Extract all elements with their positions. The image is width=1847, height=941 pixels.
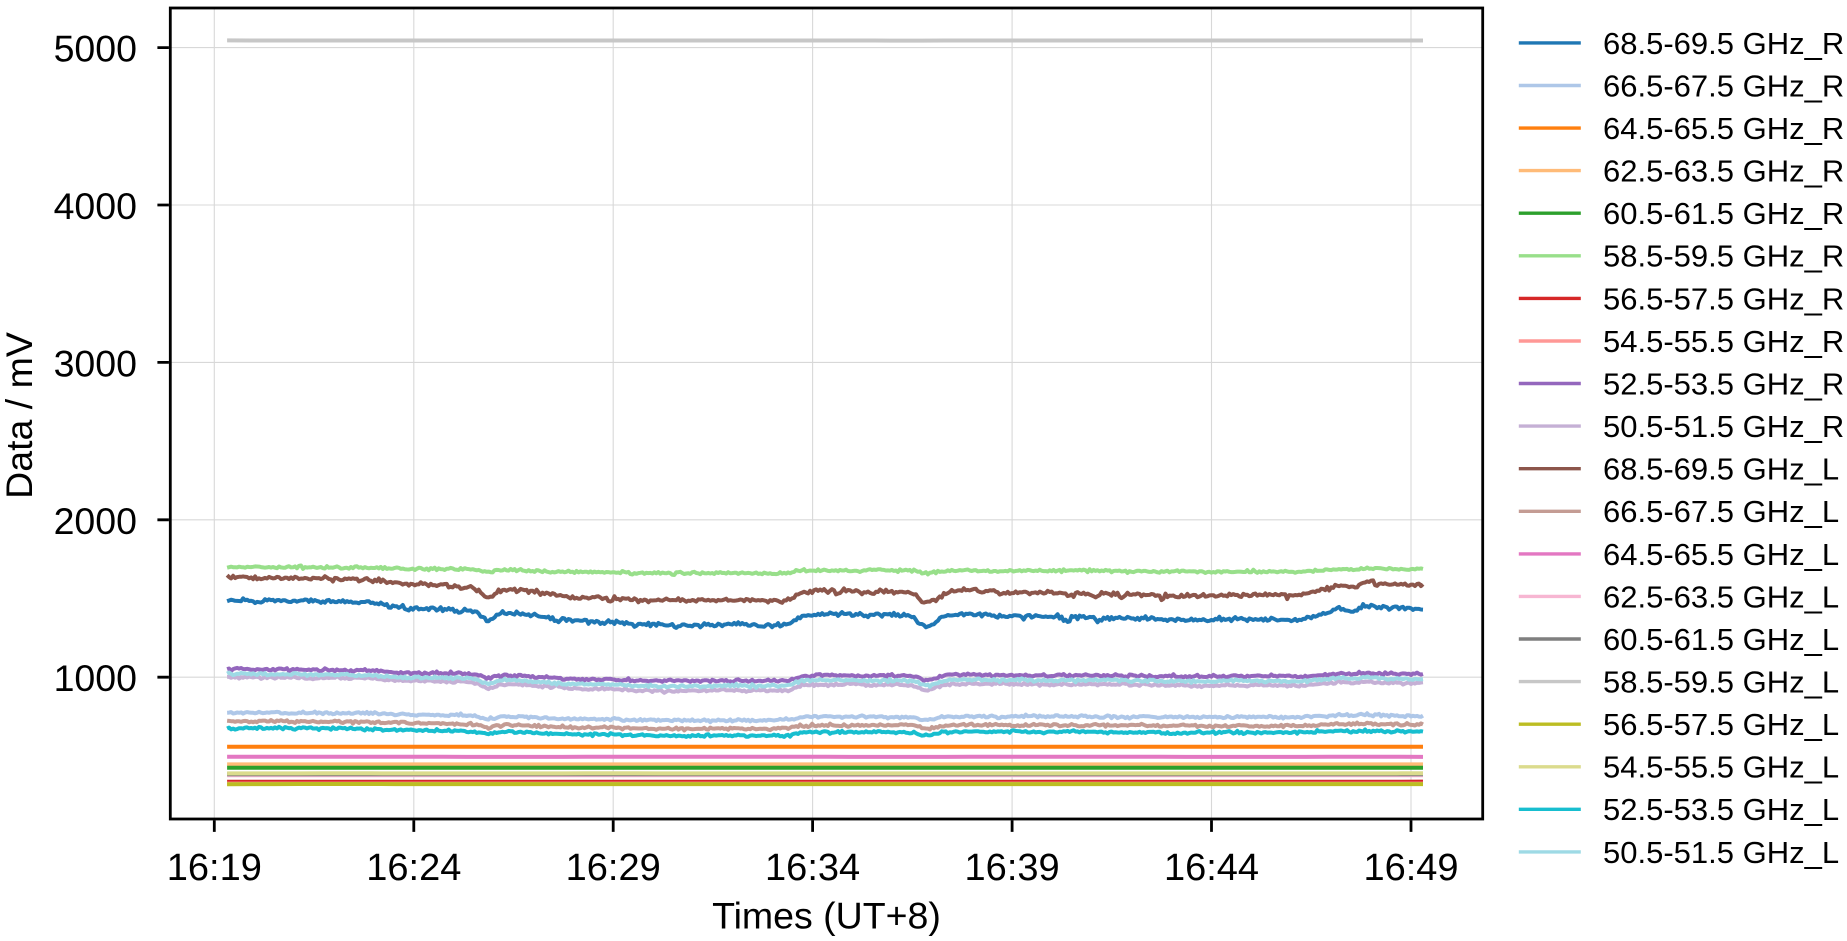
svg-text:56.5-57.5 GHz_R: 56.5-57.5 GHz_R xyxy=(1603,281,1844,316)
svg-text:62.5-63.5 GHz_R: 62.5-63.5 GHz_R xyxy=(1603,154,1844,189)
svg-text:16:49: 16:49 xyxy=(1363,847,1458,889)
svg-text:64.5-65.5 GHz_R: 64.5-65.5 GHz_R xyxy=(1603,111,1844,146)
svg-text:64.5-65.5 GHz_L: 64.5-65.5 GHz_L xyxy=(1603,537,1839,572)
svg-text:66.5-67.5 GHz_R: 66.5-67.5 GHz_R xyxy=(1603,68,1844,103)
svg-text:60.5-61.5 GHz_R: 60.5-61.5 GHz_R xyxy=(1603,196,1844,231)
svg-text:16:24: 16:24 xyxy=(366,847,461,889)
svg-text:68.5-69.5 GHz_L: 68.5-69.5 GHz_L xyxy=(1603,452,1839,487)
svg-text:16:29: 16:29 xyxy=(566,847,661,889)
svg-text:58.5-59.5 GHz_L: 58.5-59.5 GHz_L xyxy=(1603,665,1839,700)
svg-text:66.5-67.5 GHz_L: 66.5-67.5 GHz_L xyxy=(1603,494,1839,529)
svg-text:5000: 5000 xyxy=(54,28,137,70)
svg-text:68.5-69.5 GHz_R: 68.5-69.5 GHz_R xyxy=(1603,26,1844,61)
svg-text:Data / mV: Data / mV xyxy=(0,332,40,499)
svg-text:2000: 2000 xyxy=(54,500,137,542)
svg-text:16:44: 16:44 xyxy=(1164,847,1259,889)
svg-text:1000: 1000 xyxy=(54,657,137,699)
svg-text:50.5-51.5 GHz_R: 50.5-51.5 GHz_R xyxy=(1603,409,1844,444)
svg-text:Times (UT+8): Times (UT+8) xyxy=(712,895,941,937)
svg-text:54.5-55.5 GHz_R: 54.5-55.5 GHz_R xyxy=(1603,324,1844,359)
svg-text:4000: 4000 xyxy=(54,185,137,227)
svg-text:16:39: 16:39 xyxy=(965,847,1060,889)
svg-text:50.5-51.5 GHz_L: 50.5-51.5 GHz_L xyxy=(1603,835,1839,870)
svg-text:52.5-53.5 GHz_L: 52.5-53.5 GHz_L xyxy=(1603,792,1839,827)
svg-text:52.5-53.5 GHz_R: 52.5-53.5 GHz_R xyxy=(1603,366,1844,401)
svg-text:62.5-63.5 GHz_L: 62.5-63.5 GHz_L xyxy=(1603,579,1839,614)
svg-text:56.5-57.5 GHz_L: 56.5-57.5 GHz_L xyxy=(1603,707,1839,742)
svg-text:16:34: 16:34 xyxy=(765,847,860,889)
svg-text:60.5-61.5 GHz_L: 60.5-61.5 GHz_L xyxy=(1603,622,1839,657)
svg-text:58.5-59.5 GHz_R: 58.5-59.5 GHz_R xyxy=(1603,239,1844,274)
svg-text:16:19: 16:19 xyxy=(167,847,262,889)
svg-text:54.5-55.5 GHz_L: 54.5-55.5 GHz_L xyxy=(1603,750,1839,785)
svg-text:3000: 3000 xyxy=(54,342,137,384)
